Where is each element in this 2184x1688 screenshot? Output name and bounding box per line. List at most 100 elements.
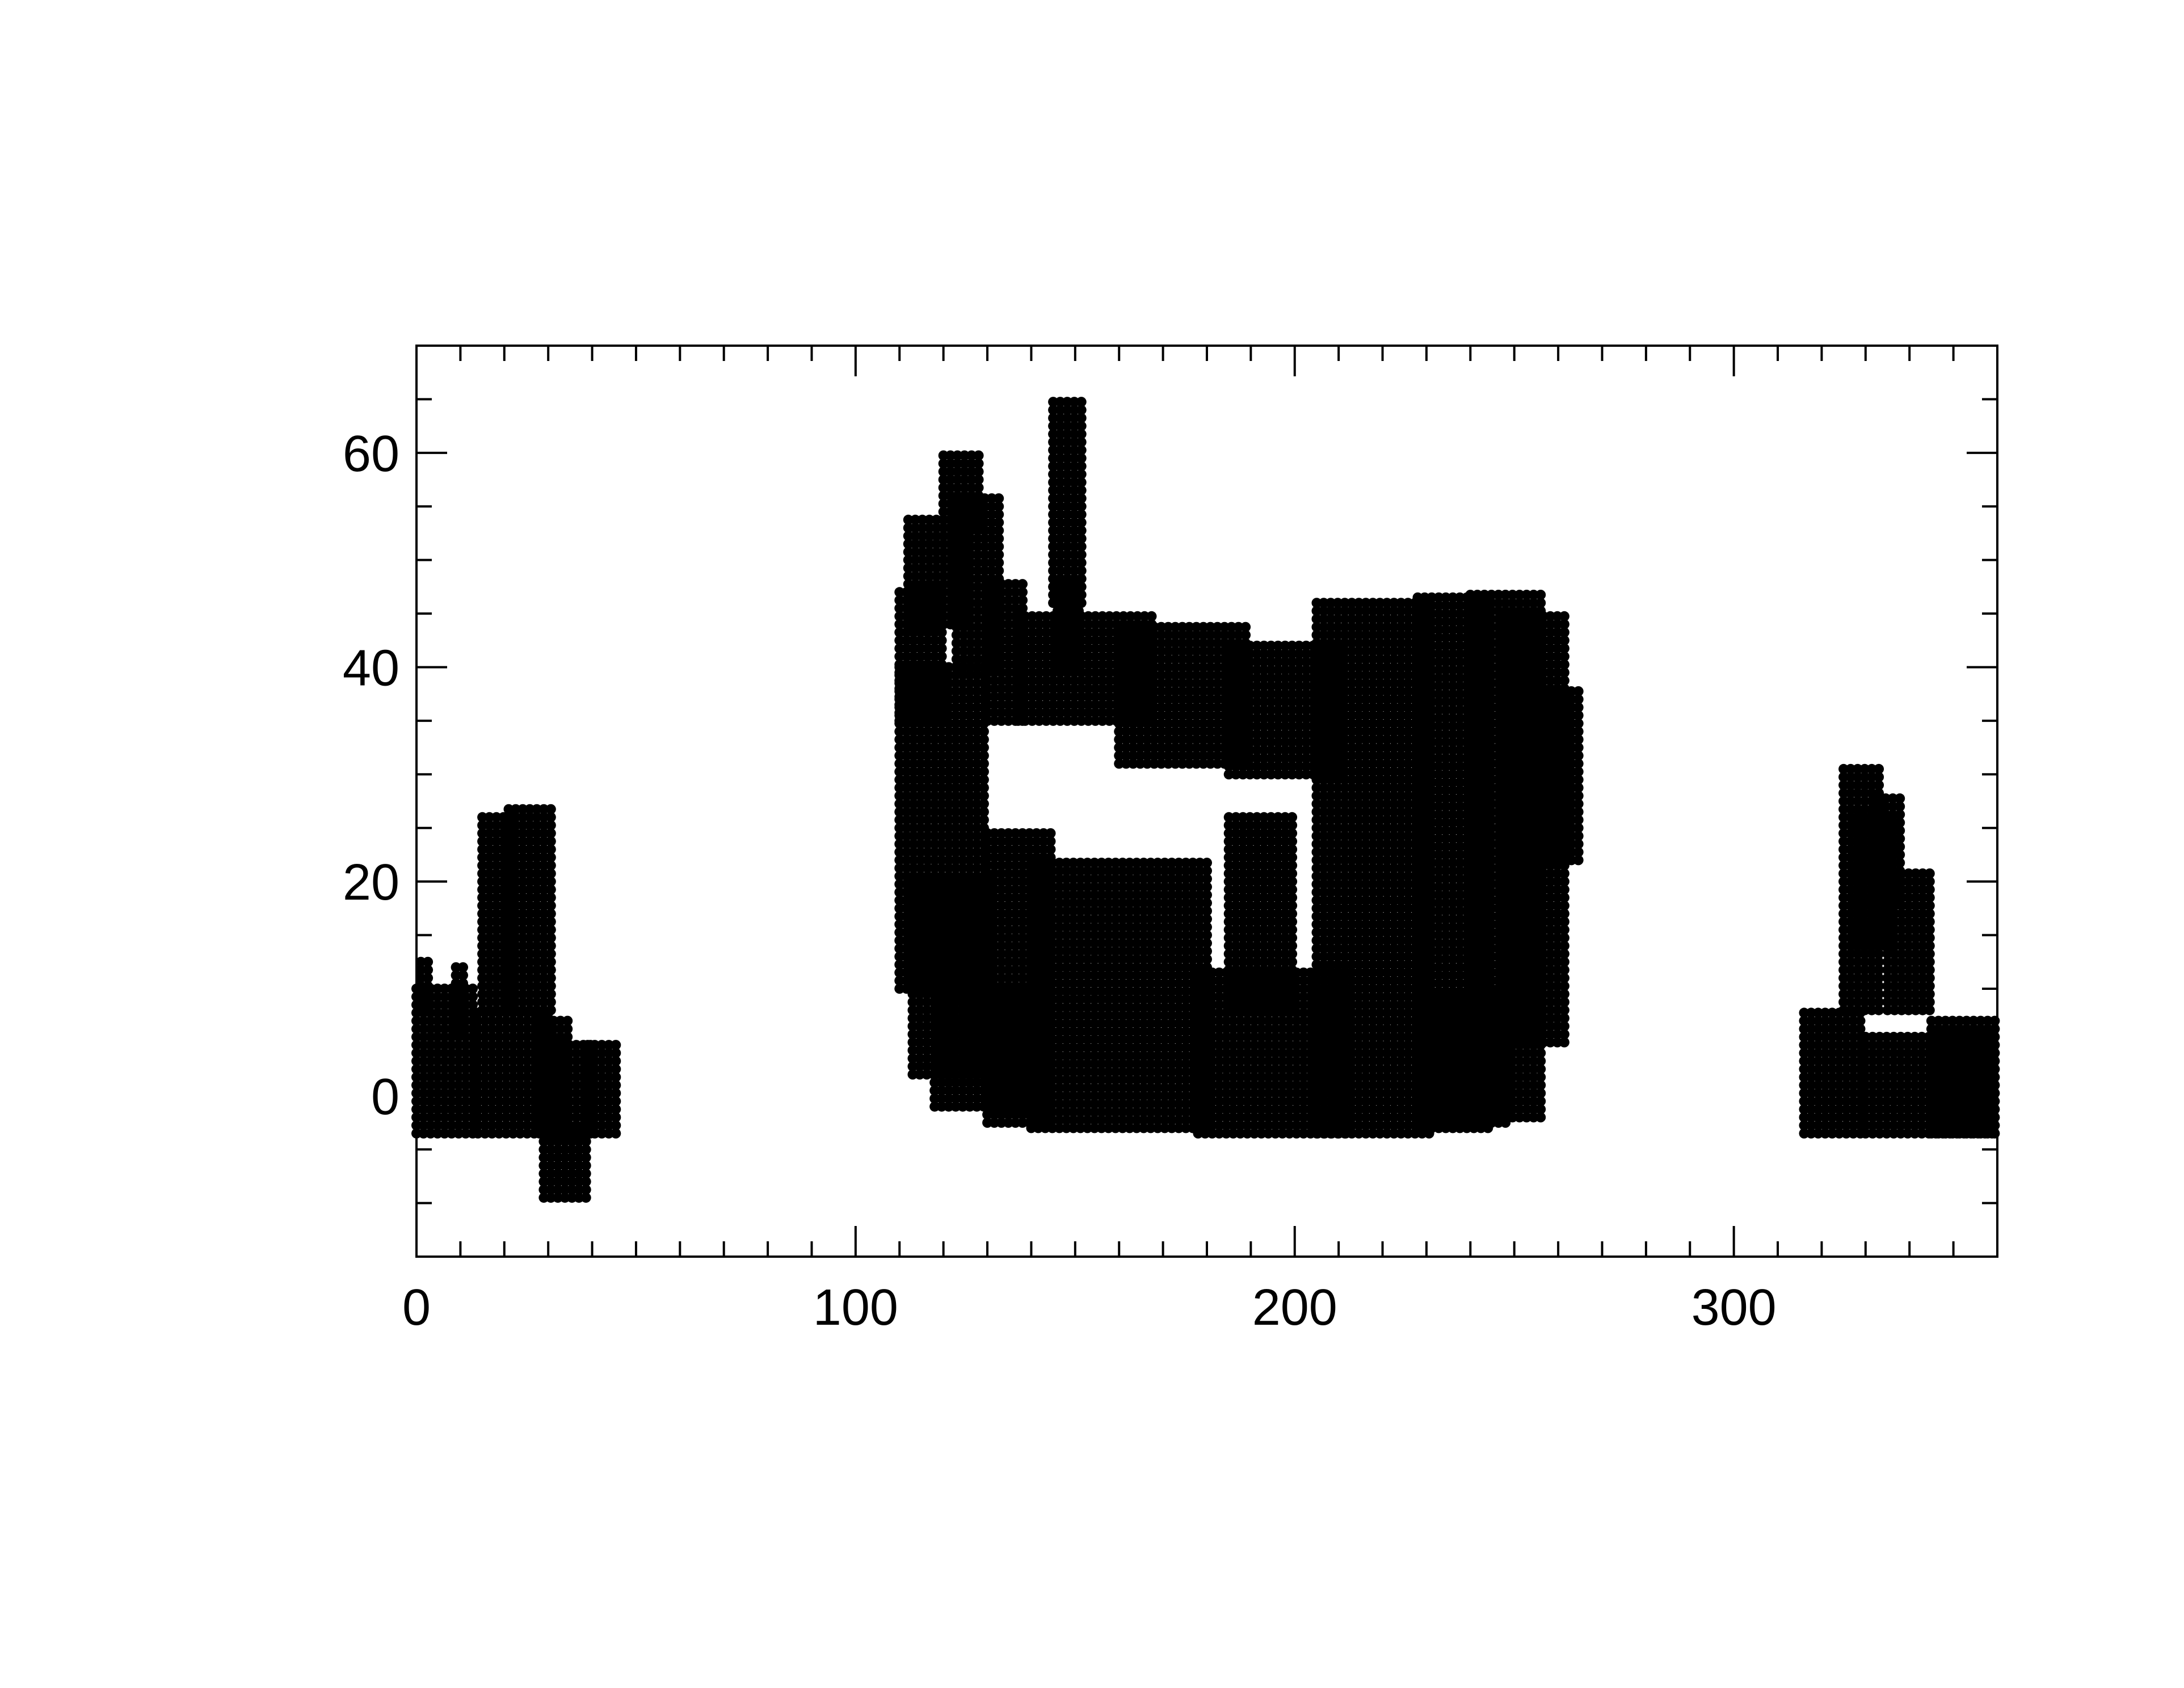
point-cluster-8 [582, 1040, 621, 1139]
data-point [503, 900, 514, 911]
data-point [517, 956, 528, 967]
data-point [432, 1080, 443, 1090]
data-point [425, 1048, 436, 1059]
data-point [574, 1192, 584, 1203]
data-point [996, 579, 1007, 590]
data-point [564, 1112, 575, 1123]
point-cluster-9 [538, 1128, 591, 1203]
data-point [446, 1040, 457, 1051]
data-point [553, 1176, 563, 1187]
data-point [484, 844, 495, 855]
data-point [524, 844, 535, 855]
data-point [538, 981, 549, 992]
data-point [487, 1040, 498, 1051]
data-point [571, 1096, 582, 1107]
data-point [500, 1128, 511, 1139]
data-point [538, 916, 549, 927]
data-point [951, 654, 962, 665]
data-point [965, 565, 976, 576]
data-point [903, 547, 914, 557]
data-point [559, 1144, 570, 1155]
data-point [965, 622, 976, 632]
data-point [538, 956, 549, 967]
data-point [894, 627, 905, 638]
data-point [500, 1088, 511, 1098]
data-point [915, 807, 926, 817]
data-point [460, 1128, 471, 1139]
data-point [538, 860, 549, 871]
data-point [503, 820, 514, 830]
data-point [1003, 595, 1014, 606]
data-point [503, 868, 514, 879]
data-point [451, 994, 461, 1005]
data-point [938, 587, 949, 598]
data-point [432, 983, 443, 994]
data-point [545, 1160, 556, 1171]
data-point [931, 587, 942, 598]
data-point [487, 1064, 498, 1074]
data-point [908, 839, 919, 849]
data-point [959, 475, 970, 485]
data-point [611, 1056, 621, 1066]
data-point [924, 514, 935, 525]
data-point [517, 844, 528, 855]
data-point [517, 916, 528, 927]
data-point [491, 908, 502, 919]
data-point [915, 718, 926, 729]
data-point [503, 973, 514, 984]
data-point [915, 662, 926, 673]
data-point [538, 964, 549, 975]
data-point [538, 940, 549, 951]
data-point [508, 1040, 519, 1051]
data-point [1003, 683, 1014, 694]
data-point [982, 579, 993, 590]
data-point [550, 1104, 561, 1115]
data-point [973, 622, 983, 632]
data-point [477, 876, 488, 887]
data-point [515, 1056, 525, 1066]
data-point [590, 1056, 600, 1066]
data-point [894, 871, 905, 881]
data-point [524, 940, 535, 951]
data-point [894, 651, 905, 662]
data-point [491, 989, 502, 1000]
data-point [965, 541, 976, 552]
data-point [524, 916, 535, 927]
data-point [524, 836, 535, 847]
data-point [894, 807, 905, 817]
data-point [982, 611, 993, 622]
data-point [596, 1056, 607, 1066]
data-point [965, 614, 976, 624]
data-point [596, 1048, 607, 1059]
data-point [903, 603, 914, 614]
data-point [557, 1040, 567, 1051]
data-point [510, 908, 521, 919]
data-point [538, 852, 549, 863]
data-point [559, 1152, 570, 1163]
data-point [903, 571, 914, 581]
data-point [508, 1023, 519, 1034]
data-point [965, 501, 976, 512]
data-point [557, 1072, 567, 1082]
data-point [582, 1064, 593, 1074]
data-point [510, 828, 521, 839]
data-point [580, 1136, 591, 1147]
data-point [894, 799, 905, 809]
data-point [564, 1064, 575, 1074]
data-point [996, 603, 1007, 614]
data-point [451, 1010, 461, 1021]
data-point [945, 475, 956, 485]
data-point [468, 983, 478, 994]
data-point [1003, 691, 1014, 702]
data-point [500, 1056, 511, 1066]
data-point [479, 1096, 490, 1107]
data-point [901, 822, 912, 833]
data-point [534, 1104, 545, 1115]
data-point [479, 1104, 490, 1115]
data-point [938, 506, 949, 517]
data-point [532, 836, 542, 847]
data-point [1003, 603, 1014, 614]
data-point [517, 828, 528, 839]
data-point [922, 643, 933, 654]
data-point [538, 908, 549, 919]
